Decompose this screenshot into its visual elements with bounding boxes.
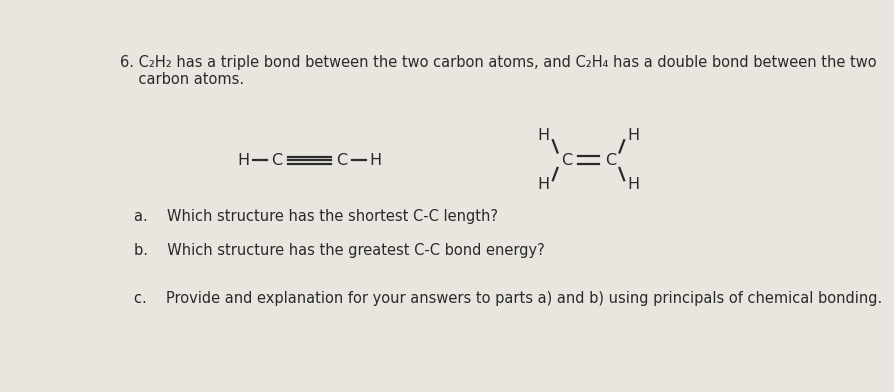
Text: c.  Provide and explanation for your answers to parts a) and b) using principals: c. Provide and explanation for your answ… bbox=[133, 291, 881, 306]
Text: 6. C₂H₂ has a triple bond between the two carbon atoms, and C₂H₄ has a double bo: 6. C₂H₂ has a triple bond between the tw… bbox=[120, 55, 875, 70]
Text: b.  Which structure has the greatest C-C bond energy?: b. Which structure has the greatest C-C … bbox=[133, 243, 544, 258]
Text: C: C bbox=[561, 153, 572, 168]
Text: H: H bbox=[537, 128, 549, 143]
Text: H: H bbox=[237, 153, 249, 168]
Text: H: H bbox=[627, 128, 639, 143]
Text: H: H bbox=[627, 177, 639, 192]
Text: C: C bbox=[336, 153, 347, 168]
Text: C: C bbox=[604, 153, 615, 168]
Text: a.  Which structure has the shortest C-C length?: a. Which structure has the shortest C-C … bbox=[133, 209, 497, 224]
Text: carbon atoms.: carbon atoms. bbox=[120, 72, 243, 87]
Text: H: H bbox=[537, 177, 549, 192]
Text: H: H bbox=[369, 153, 381, 168]
Text: C: C bbox=[271, 153, 283, 168]
